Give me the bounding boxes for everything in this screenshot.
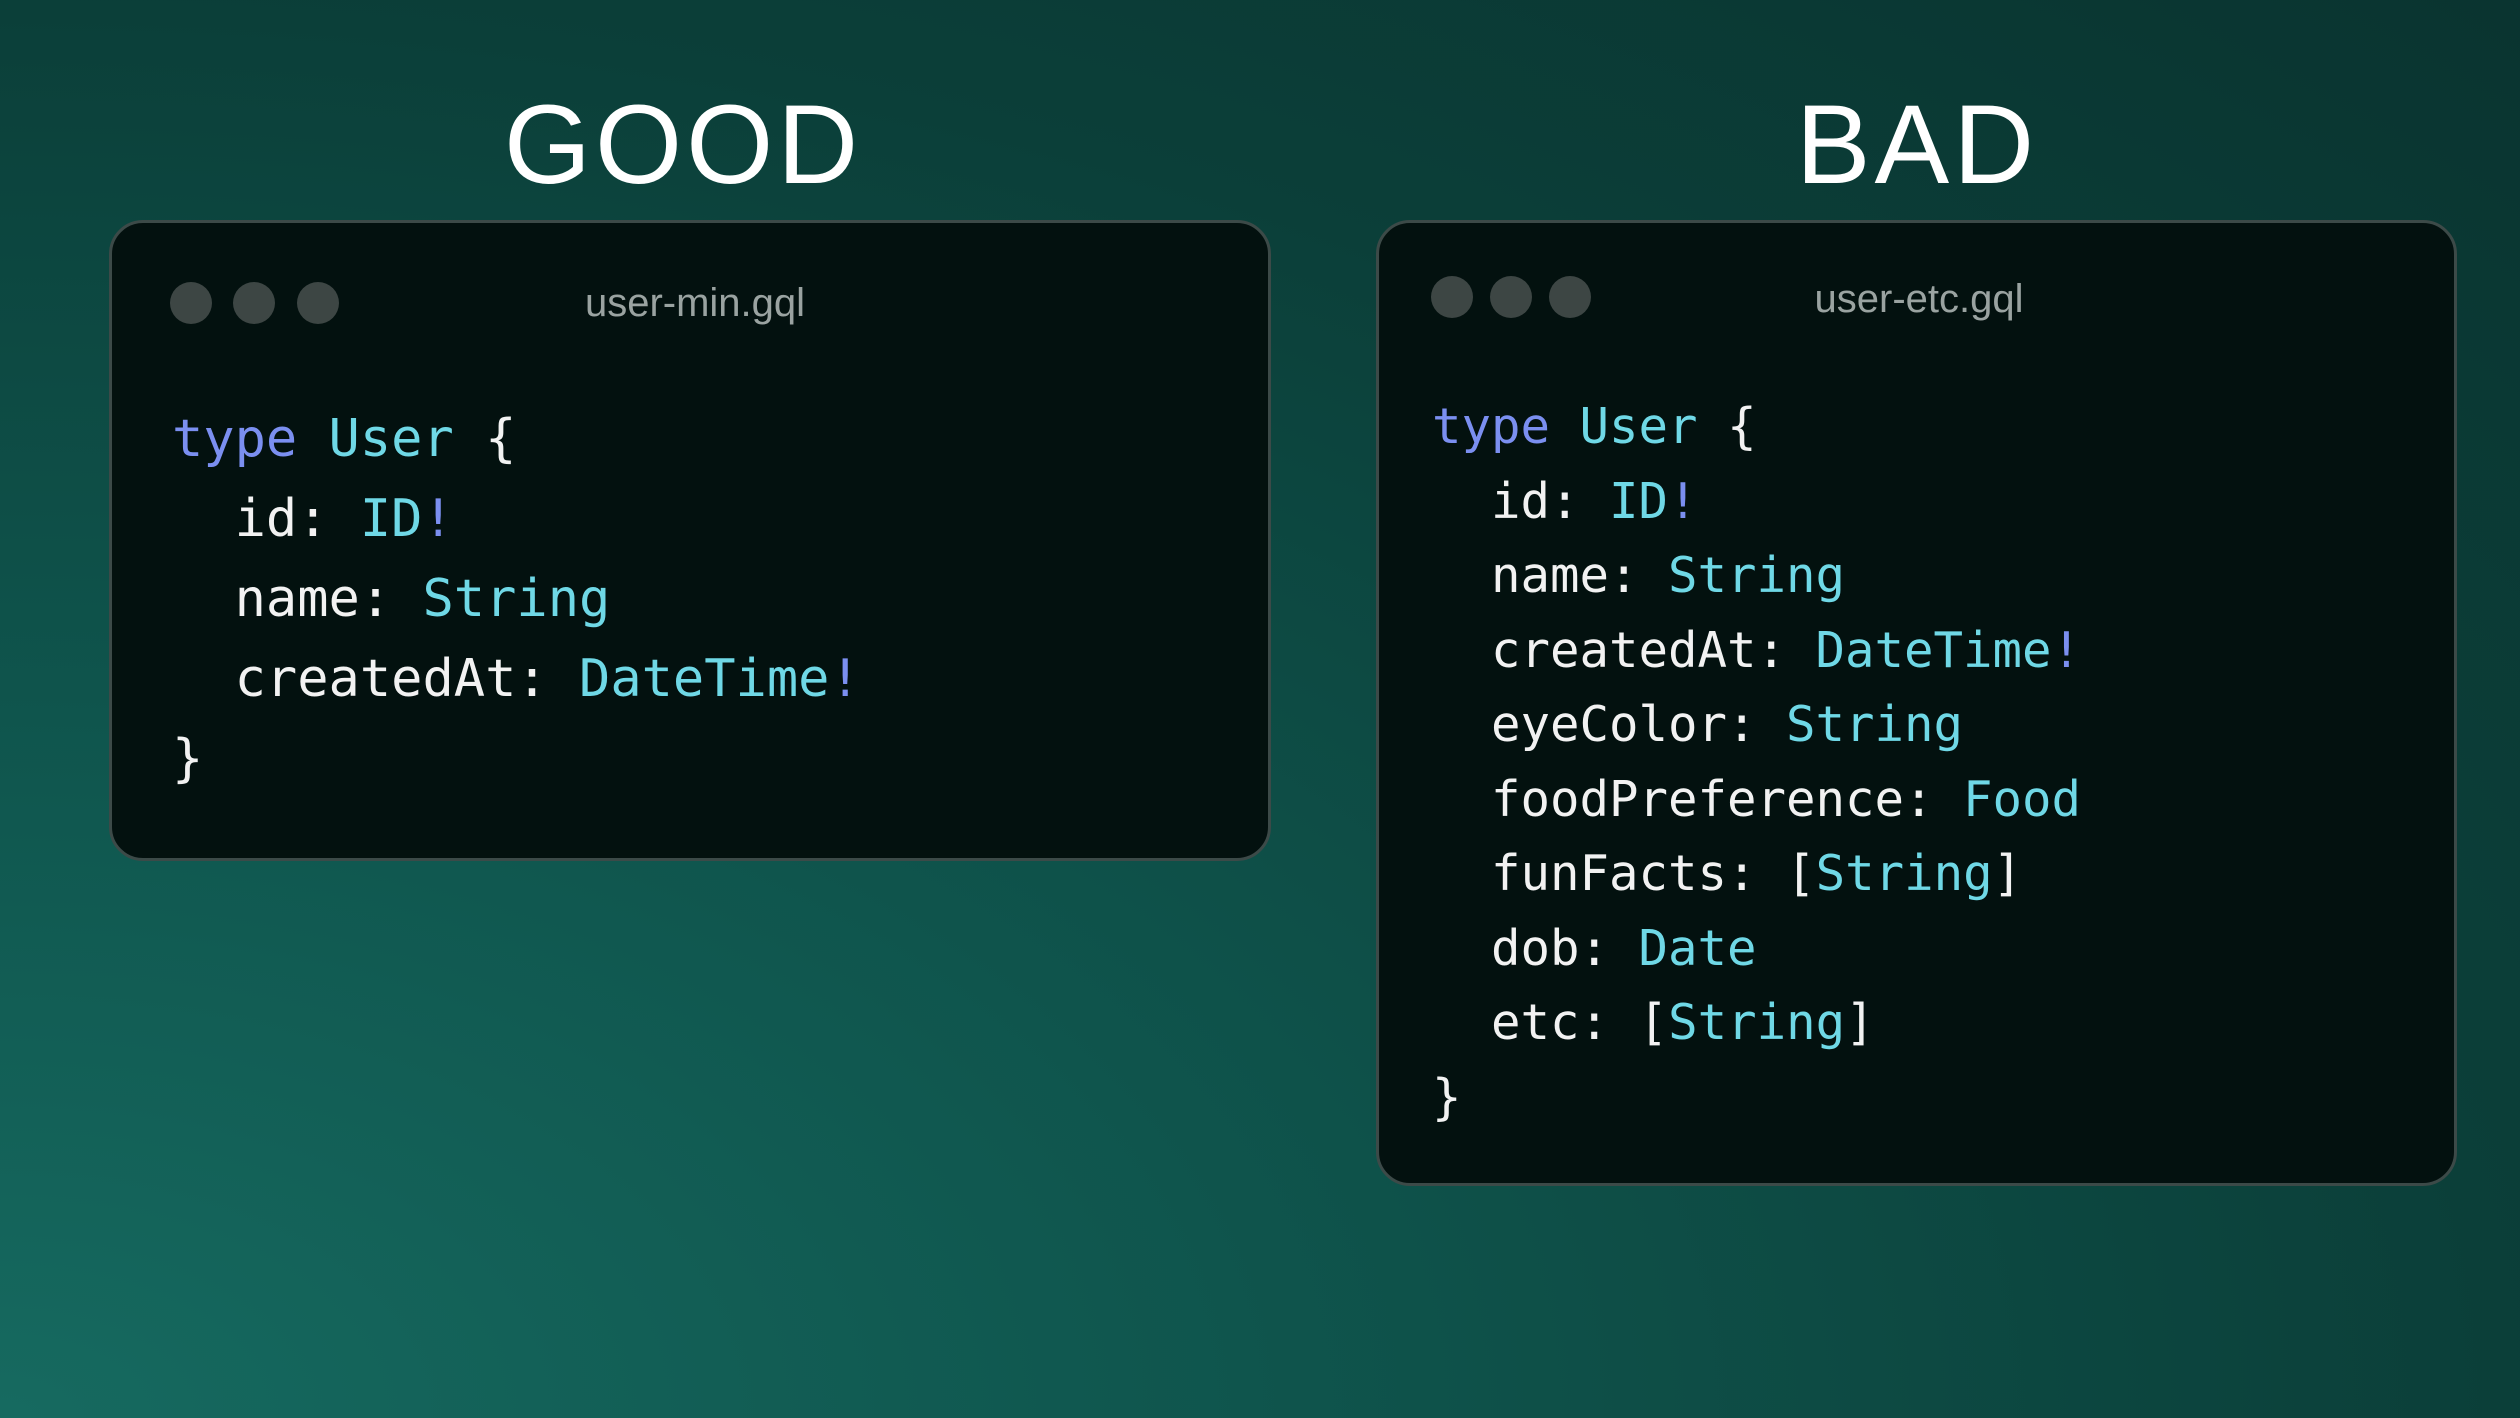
- non-null-marker: !: [829, 649, 861, 709]
- field-name: createdAt: [234, 649, 517, 709]
- code-line-type-decl: type User {: [172, 399, 861, 479]
- field-name: eyeColor: [1491, 696, 1728, 753]
- code-line-type-decl: type User {: [1432, 390, 2081, 465]
- code-block: type User { id: ID! name: String created…: [1432, 390, 2081, 1135]
- code-line-field: foodPreference: Food: [1491, 770, 2082, 828]
- field-type: DateTime: [1815, 621, 2052, 679]
- field-name: etc: [1491, 994, 1580, 1051]
- field-type: String: [1668, 994, 1846, 1051]
- type-name: User: [1579, 398, 1698, 455]
- field-name: name: [234, 569, 360, 629]
- filename: user-etc.gql: [1814, 277, 2024, 321]
- bad-code-window: user-etc.gql type User { id: ID! name: S…: [1376, 220, 2457, 1186]
- field-type: String: [422, 569, 611, 629]
- code-line-field: eyeColor: String: [1491, 696, 1964, 753]
- code-line-close: }: [172, 719, 861, 799]
- code-line-field: createdAt: DateTime!: [1491, 621, 2082, 679]
- field-name: funFacts: [1491, 845, 1728, 902]
- code-line-field: id: ID!: [234, 489, 454, 549]
- non-null-marker: !: [2051, 621, 2082, 679]
- field-name: foodPreference: [1491, 770, 1905, 828]
- field-type: String: [1815, 845, 1993, 902]
- non-null-marker: !: [422, 489, 454, 549]
- good-code-window: user-min.gql type User { id: ID! name: S…: [109, 220, 1271, 861]
- close-brace: }: [1432, 1068, 1462, 1126]
- field-name: dob: [1491, 919, 1580, 977]
- code-line-field: id: ID!: [1491, 472, 1698, 530]
- filename: user-min.gql: [584, 281, 806, 325]
- field-type: Date: [1638, 919, 1757, 977]
- bad-heading: BAD: [1795, 82, 2039, 207]
- code-line-field: funFacts: [String]: [1491, 845, 2023, 902]
- field-name: createdAt: [1491, 621, 1757, 679]
- code-line-field: createdAt: DateTime!: [234, 649, 861, 709]
- code-line-field: dob: Date: [1491, 919, 1757, 977]
- good-heading: GOOD: [503, 82, 863, 207]
- window-dot-icon: [233, 282, 275, 324]
- field-type: ID: [1609, 472, 1669, 530]
- code-line-field: name: String: [1491, 547, 1846, 604]
- field-type: ID: [359, 489, 423, 549]
- field-type: String: [1668, 547, 1846, 604]
- close-brace: }: [172, 729, 204, 789]
- code-line-field: etc: [String]: [1491, 994, 1875, 1051]
- field-type: Food: [1963, 770, 2082, 828]
- field-name: id: [234, 489, 298, 549]
- code-line-field: name: String: [234, 569, 611, 629]
- keyword: type: [1432, 398, 1551, 455]
- field-type: String: [1786, 696, 1964, 753]
- field-name: name: [1491, 547, 1610, 604]
- field-type: DateTime: [579, 649, 830, 709]
- window-dot-icon: [1490, 276, 1532, 318]
- open-brace: {: [1727, 398, 1757, 455]
- window-dot-icon: [1549, 276, 1591, 318]
- non-null-marker: !: [1668, 472, 1698, 530]
- field-name: id: [1491, 472, 1551, 530]
- code-block: type User { id: ID! name: String created…: [172, 399, 861, 799]
- keyword: type: [172, 409, 298, 469]
- window-dot-icon: [1431, 276, 1473, 318]
- window-dot-icon: [297, 282, 339, 324]
- type-name: User: [328, 409, 454, 469]
- open-brace: {: [485, 409, 517, 469]
- window-dot-icon: [170, 282, 212, 324]
- code-line-close: }: [1432, 1061, 2081, 1136]
